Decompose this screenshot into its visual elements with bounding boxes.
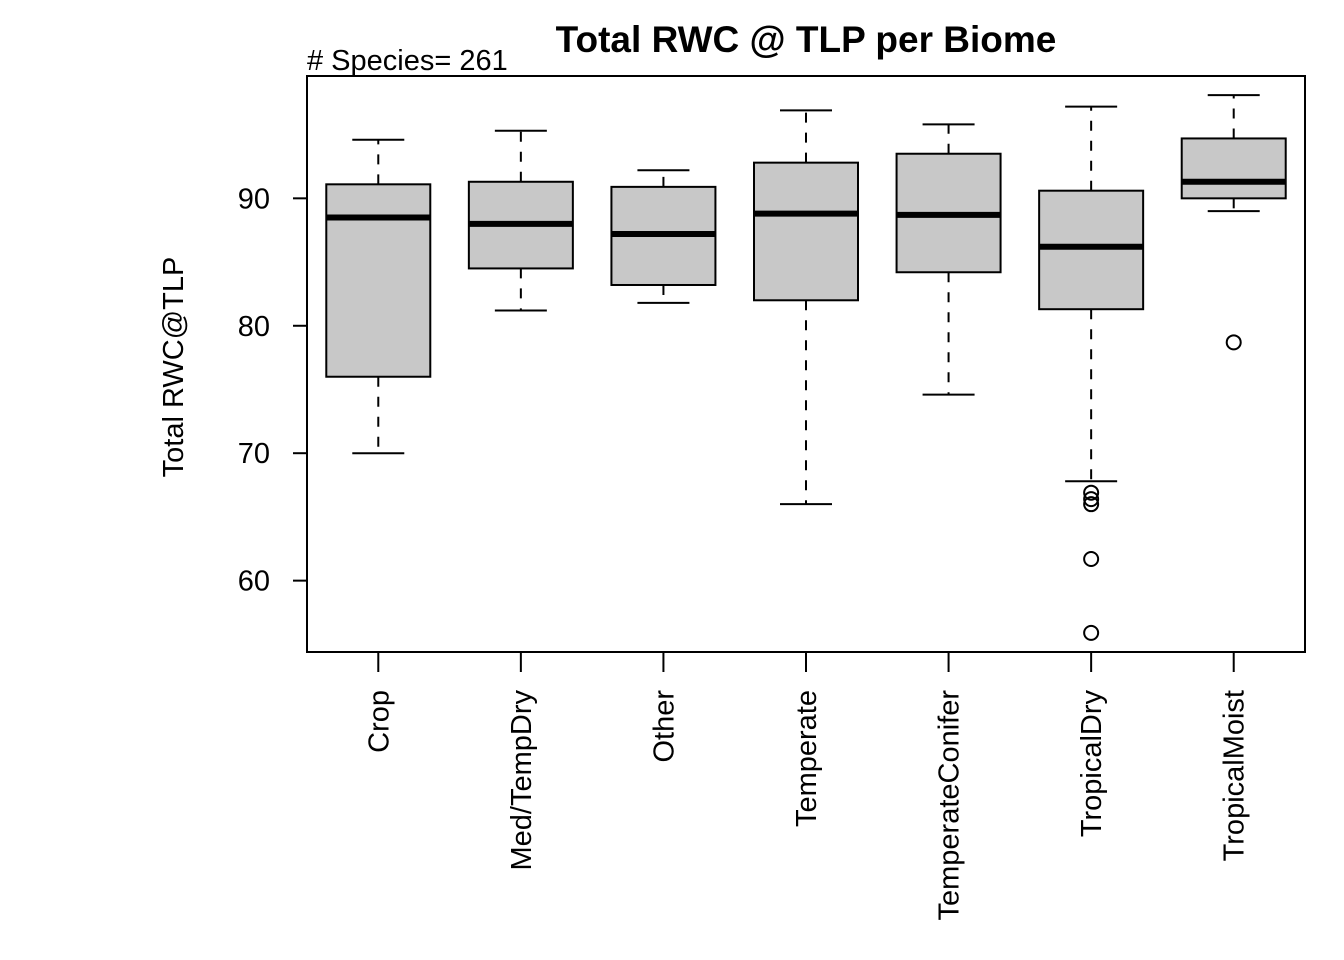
y-tick-label: 80	[238, 311, 270, 343]
species-count: # Species= 261	[307, 45, 508, 77]
outlier-point	[1083, 491, 1100, 508]
x-tick-label: Med/TempDry	[506, 690, 538, 871]
box-group	[1038, 105, 1145, 641]
y-axis: 60 70 80 90	[238, 183, 308, 598]
x-axis: Crop Med/TempDry Other Temperate TemperateCo…	[363, 652, 1251, 921]
y-tick-label: 60	[238, 566, 270, 598]
x-tick-label: TropicalMoist	[1219, 690, 1251, 861]
iqr-box	[325, 183, 432, 378]
iqr-box	[1038, 189, 1145, 311]
y-tick-label: 90	[238, 183, 270, 215]
iqr-box	[753, 161, 859, 302]
box-group	[1180, 94, 1287, 351]
iqr-box	[1180, 137, 1287, 200]
box-group	[895, 123, 1002, 396]
x-tick-label: TropicalDry	[1076, 690, 1108, 838]
outlier-point	[1083, 496, 1100, 513]
y-tick-label: 70	[238, 438, 270, 470]
boxes	[325, 94, 1287, 641]
x-tick-label: Other	[648, 690, 680, 763]
box-group	[610, 169, 717, 304]
box-group	[467, 129, 574, 312]
box-group	[753, 109, 859, 506]
y-axis-label: Total RWC@TLP	[158, 257, 190, 478]
chart-title: Total RWC @ TLP per Biome	[556, 19, 1057, 60]
x-tick-label: Temperate	[791, 690, 823, 827]
x-tick-label: Crop	[363, 690, 395, 753]
box-group	[325, 138, 432, 455]
outlier-point	[1083, 550, 1100, 567]
outlier-point	[1225, 334, 1242, 351]
x-tick-label: TemperateConifer	[934, 690, 966, 921]
outlier-point	[1083, 484, 1100, 501]
outlier-point	[1083, 624, 1100, 641]
